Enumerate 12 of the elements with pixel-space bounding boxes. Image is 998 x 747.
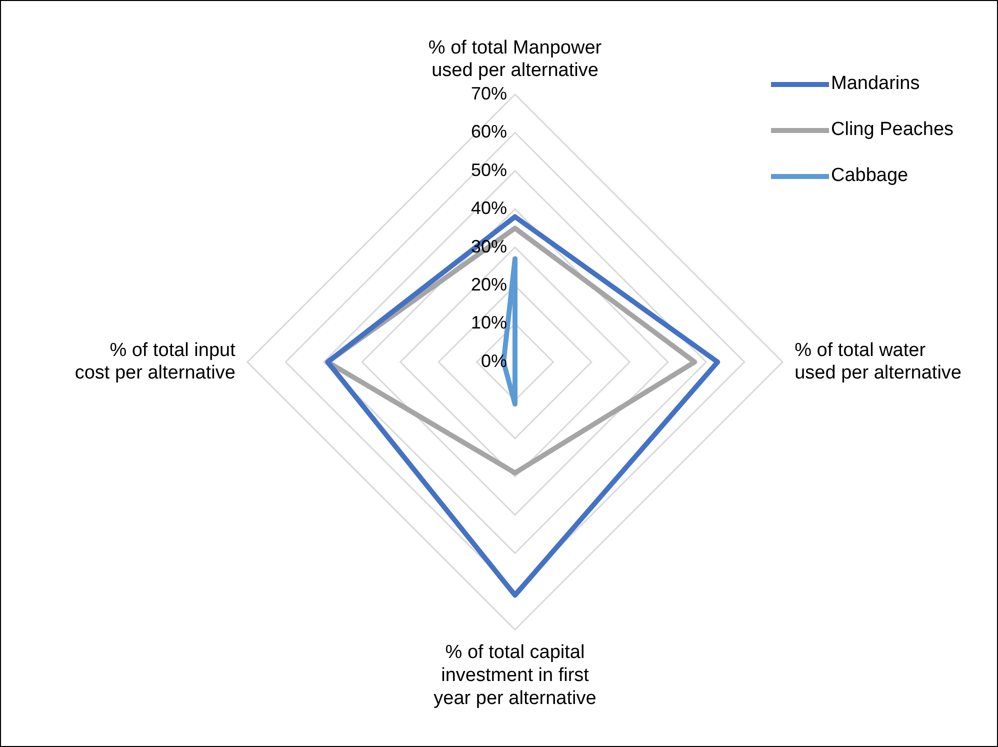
spoke-label: % of total water used per alternative xyxy=(794,340,962,384)
y-tick-label: 70% xyxy=(470,83,507,104)
spoke-label: % of total input cost per alternative xyxy=(74,340,236,384)
spoke-label: % of total capital investment in first year per alternative xyxy=(434,642,596,709)
spoke-label: % of total Manpower used per alternative xyxy=(428,37,602,82)
y-tick-label: 20% xyxy=(470,274,507,295)
legend-label: Mandarins xyxy=(831,73,920,95)
legend-label: Cabbage xyxy=(831,165,908,187)
y-tick-label: 50% xyxy=(470,160,507,180)
y-tick-label: 40% xyxy=(470,198,507,218)
y-tick-label: 60% xyxy=(470,122,507,142)
legend-label: Cling Peaches xyxy=(831,119,954,141)
